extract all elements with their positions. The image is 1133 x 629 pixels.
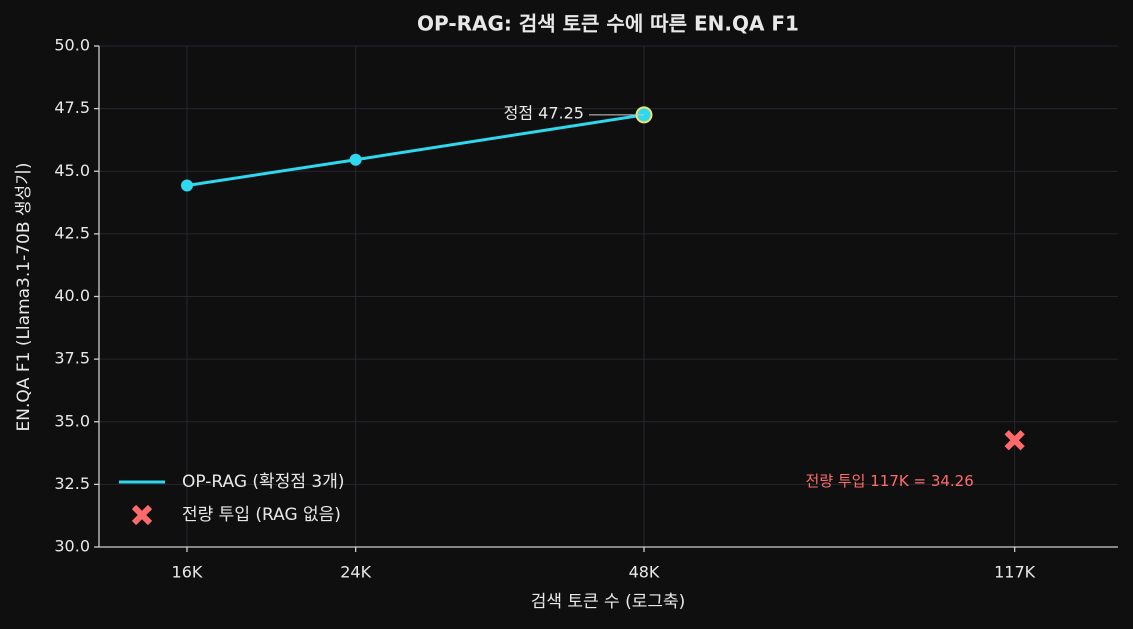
annotation: 전량 투입 117K = 34.26 — [806, 472, 974, 490]
legend-swatch — [131, 504, 153, 526]
x-marker — [1004, 430, 1025, 451]
x-tick-label: 24K — [340, 563, 371, 582]
x-tick-label: 48K — [629, 563, 660, 582]
legend-label: OP-RAG (확정점 3개) — [182, 472, 344, 492]
y-tick-label: 40.0 — [54, 286, 90, 305]
x-tick-label: 117K — [994, 563, 1036, 582]
y-tick-label: 35.0 — [54, 411, 90, 430]
chart-title: OP-RAG: 검색 토큰 수에 따른 EN.QA F1 — [417, 12, 799, 36]
point — [349, 153, 362, 166]
x-axis-label: 검색 토큰 수 (로그축) — [531, 592, 686, 612]
annotation: 정점 47.25 — [504, 103, 584, 122]
y-tick-label: 32.5 — [54, 474, 90, 493]
point — [180, 179, 193, 192]
x-tick-label: 16K — [172, 563, 203, 582]
y-axis-label: EN.QA F1 (Llama3.1-70B 생성기) — [14, 163, 34, 432]
y-tick-label: 42.5 — [54, 223, 90, 242]
y-tick-label: 45.0 — [54, 161, 90, 180]
y-tick-label: 37.5 — [54, 349, 90, 368]
y-tick-label: 50.0 — [54, 36, 90, 55]
legend-label: 전량 투입 (RAG 없음) — [182, 505, 341, 525]
y-tick-label: 30.0 — [54, 537, 90, 556]
y-tick-label: 47.5 — [54, 98, 90, 117]
